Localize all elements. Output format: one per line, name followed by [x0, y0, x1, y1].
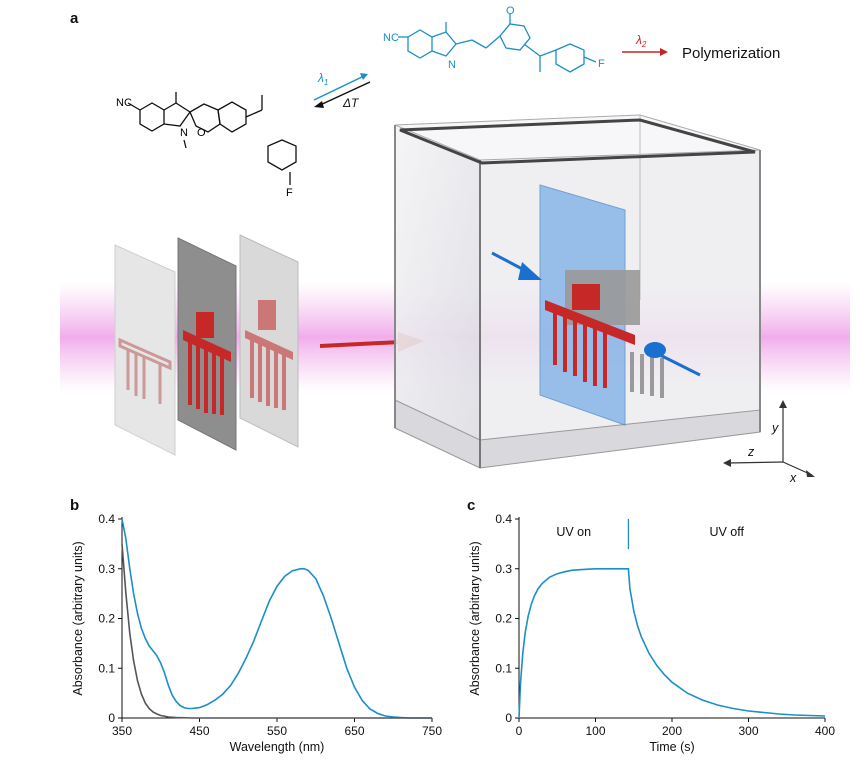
equilibrium-arrows [313, 73, 371, 108]
y-tick-label: 0.2 [98, 612, 115, 626]
coordinate-axes [723, 400, 815, 477]
mol1-f-label: F [286, 187, 293, 199]
spiropyran-molecule [127, 92, 297, 185]
projection-slide-3 [239, 234, 299, 448]
projection-slide-2 [177, 237, 237, 451]
series-line-0 [518, 568, 826, 719]
mol2-f-label: F [598, 58, 605, 70]
panel-label-c: c [467, 497, 476, 514]
lambda1-label: λ1 [317, 71, 328, 87]
series-line-0 [121, 518, 432, 719]
y-tick-label: 0.3 [98, 562, 115, 576]
y-tick-label: 0.3 [495, 562, 512, 576]
x-tick-label: 300 [738, 724, 758, 738]
y-tick-label: 0 [505, 711, 512, 725]
x-tick-label: 400 [815, 724, 835, 738]
polymerization-label: Polymerization [682, 45, 780, 62]
series-line-1 [121, 543, 432, 719]
x-tick-label: 200 [662, 724, 682, 738]
y-tick-label: 0 [108, 711, 115, 725]
x-tick-label: 550 [267, 724, 287, 738]
x-axis-label: Time (s) [649, 740, 694, 754]
y-tick-label: 0.4 [98, 512, 115, 526]
y-axis-label: Absorbance (arbitrary units) [468, 541, 482, 695]
mol1-o-label: O [197, 127, 206, 139]
x-tick-label: 750 [422, 724, 442, 738]
x-tick-label: 350 [112, 724, 132, 738]
mol2-n-label: N [448, 59, 456, 71]
projection-slide-1 [114, 244, 176, 456]
blue-light-arrow [491, 251, 701, 377]
lambda2-label: λ2 [635, 33, 647, 49]
uv-on-label: UV on [556, 525, 591, 539]
panel-a-illustration: y z x NC N O F λ1 ΔT [60, 5, 850, 485]
mol1-nc-label: NC [116, 97, 132, 109]
x-tick-label: 450 [189, 724, 209, 738]
uv-off-label: UV off [709, 525, 744, 539]
y-tick-label: 0.1 [495, 661, 512, 675]
y-tick-label: 0.2 [495, 612, 512, 626]
mol2-o-label: O [506, 5, 515, 17]
y-axis-label: Absorbance (arbitrary units) [71, 541, 85, 695]
x-tick-label: 650 [344, 724, 364, 738]
absorbance-spectrum-chart: 350 450 550 650 750 0 0.1 0.2 0.3 0.4 Wavelength (… [71, 512, 442, 754]
y-tick-label: 0.1 [98, 661, 115, 675]
panel-label-a: a [70, 10, 79, 27]
x-axis-label: Wavelength (nm) [230, 740, 325, 754]
y-tick-label: 0.4 [495, 512, 512, 526]
x-tick-label: 0 [516, 724, 523, 738]
absorbance-kinetics-chart: 0 100 200 300 400 0 0.1 0.2 0.3 0.4 Time (s) Absorb… [468, 512, 835, 754]
axis-label-x: x [789, 471, 797, 485]
printed-gate-object [545, 270, 664, 398]
panel-label-b: b [70, 497, 80, 514]
mol1-n-label: N [180, 127, 188, 139]
x-tick-label: 100 [585, 724, 605, 738]
lambda2-arrow [622, 48, 668, 56]
mol2-nc-label: NC [383, 32, 399, 44]
delta-t-label: ΔT [342, 96, 360, 110]
axis-label-y: y [771, 421, 779, 435]
axis-label-z: z [747, 445, 755, 459]
merocyanine-molecule [398, 14, 597, 73]
